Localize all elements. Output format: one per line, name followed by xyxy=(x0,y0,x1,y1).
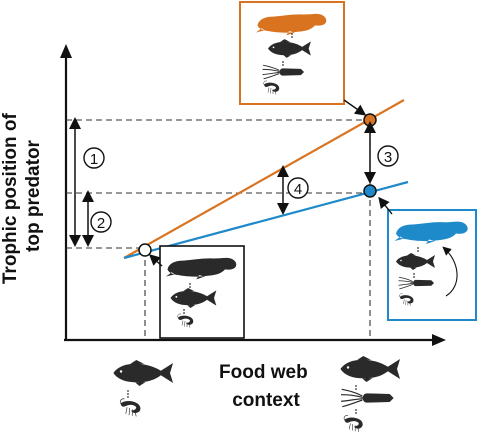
svg-text:2: 2 xyxy=(97,215,105,232)
marker-1: 1 xyxy=(84,148,104,168)
squid-icon xyxy=(341,389,394,406)
svg-text:1: 1 xyxy=(90,151,98,168)
baseline-food-web-box xyxy=(151,246,244,338)
x-axis-right-context xyxy=(340,356,400,432)
shrimp-icon xyxy=(344,415,363,431)
x-axis xyxy=(64,334,446,346)
y-axis-label: Trophic position of top predator xyxy=(0,108,44,284)
fish-icon xyxy=(340,356,400,382)
orange-trend-line xyxy=(124,100,404,258)
fish-icon xyxy=(113,360,173,386)
x-axis-label: Food web context xyxy=(219,362,313,411)
orange-food-web-box xyxy=(240,2,364,114)
reference-point xyxy=(139,244,151,256)
x-axis-left-context xyxy=(113,360,173,416)
blue-food-web-box xyxy=(380,199,476,320)
marker-4: 4 xyxy=(288,178,308,198)
svg-text:3: 3 xyxy=(384,149,392,166)
marker-3: 3 xyxy=(378,146,398,166)
shrimp-icon xyxy=(120,399,140,417)
svg-text:4: 4 xyxy=(294,181,302,198)
marker-2: 2 xyxy=(91,212,111,232)
orange-point xyxy=(364,114,376,126)
blue-point xyxy=(364,185,376,197)
y-axis xyxy=(60,44,72,340)
